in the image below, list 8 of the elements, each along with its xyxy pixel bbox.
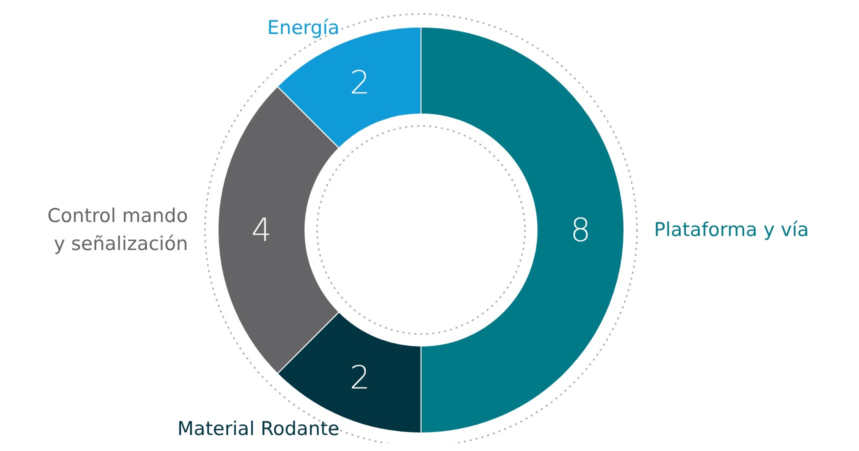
data-label: 4 (251, 211, 272, 249)
slice-label: Energía (267, 17, 340, 39)
slice-label: Control mando y señalización (47, 205, 188, 255)
slice-label: Material Rodante (177, 418, 340, 440)
slice-label: Plataforma y vía (654, 219, 809, 241)
data-label: 8 (570, 211, 591, 249)
data-label: 2 (350, 64, 370, 102)
data-label: 2 (350, 358, 370, 396)
